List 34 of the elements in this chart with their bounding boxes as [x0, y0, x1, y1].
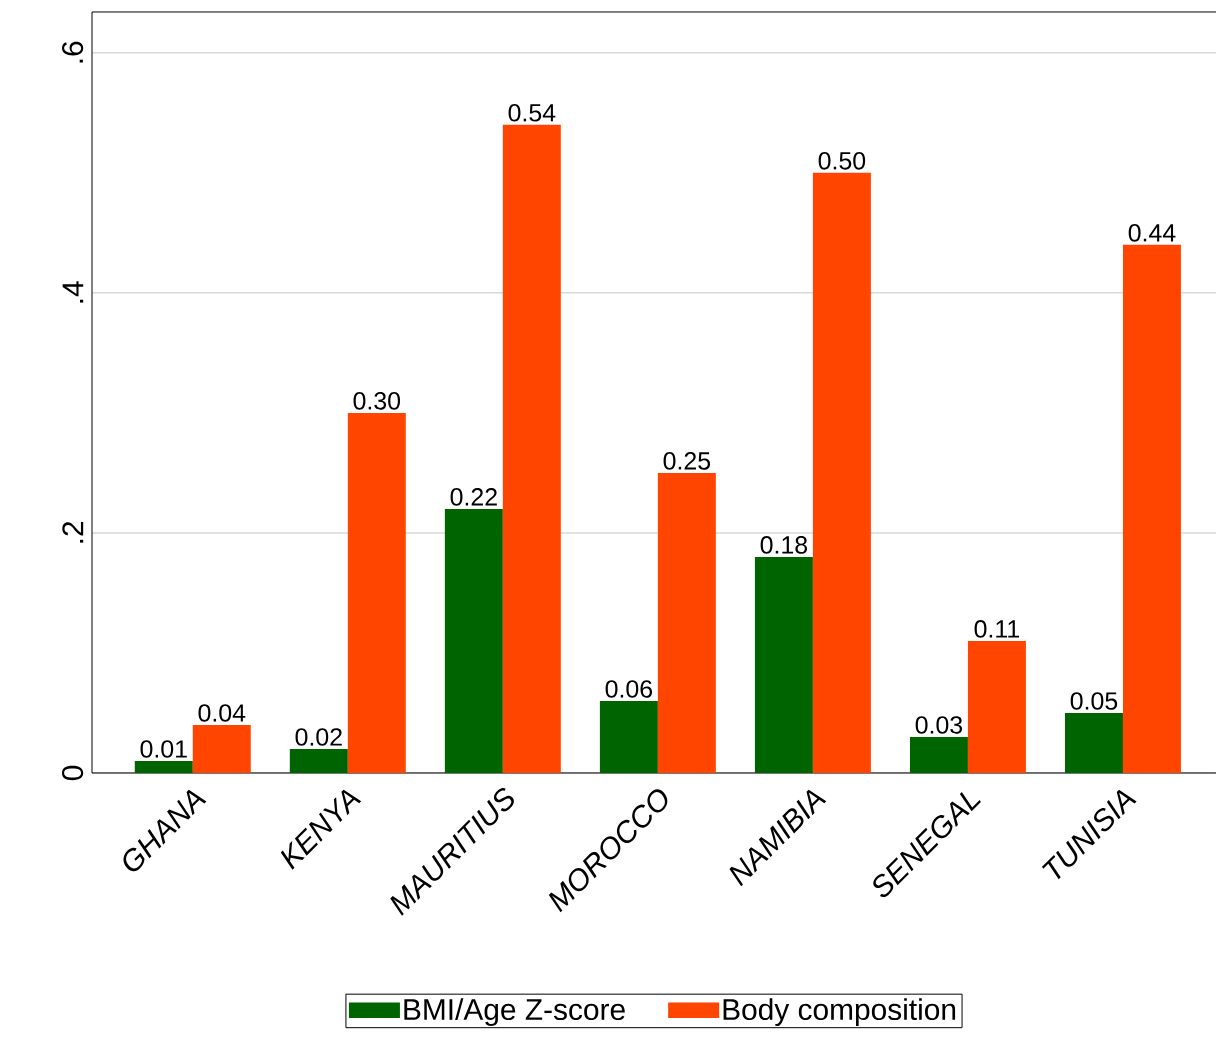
bar — [347, 412, 406, 773]
data-label: 0.22 — [450, 488, 497, 506]
data-label: 0.11 — [974, 620, 1020, 638]
bar — [1122, 244, 1181, 773]
y-tick-label: .4 — [62, 281, 84, 303]
bar — [754, 556, 813, 773]
bar — [657, 472, 716, 773]
bar — [599, 700, 658, 773]
bar — [909, 736, 968, 773]
data-label: 0.06 — [605, 680, 653, 698]
data-label: 0.03 — [915, 716, 963, 734]
data-label: 0.25 — [663, 452, 711, 470]
bar — [289, 748, 348, 773]
bar — [192, 724, 251, 773]
y-tick-label: .6 — [62, 41, 84, 63]
data-label: 0.30 — [353, 392, 401, 410]
legend-label: Body composition — [723, 998, 956, 1027]
data-label: 0.01 — [140, 740, 187, 758]
data-label: 0.54 — [508, 103, 556, 122]
bar — [967, 640, 1026, 773]
y-tick-label: .2 — [62, 521, 84, 543]
legend-label: BMI/Age Z-score — [404, 998, 625, 1027]
y-tick-label: 0 — [62, 765, 84, 781]
bar — [444, 508, 503, 773]
data-label: 0.04 — [198, 704, 246, 722]
bar — [502, 124, 561, 773]
data-label: 0.50 — [818, 151, 866, 170]
data-label: 0.18 — [760, 536, 808, 554]
data-label: 0.02 — [295, 728, 342, 746]
data-label: 0.05 — [1070, 692, 1118, 710]
data-label: 0.44 — [1128, 224, 1176, 242]
bar — [134, 760, 193, 773]
bar — [812, 172, 871, 773]
bar — [1064, 712, 1123, 773]
